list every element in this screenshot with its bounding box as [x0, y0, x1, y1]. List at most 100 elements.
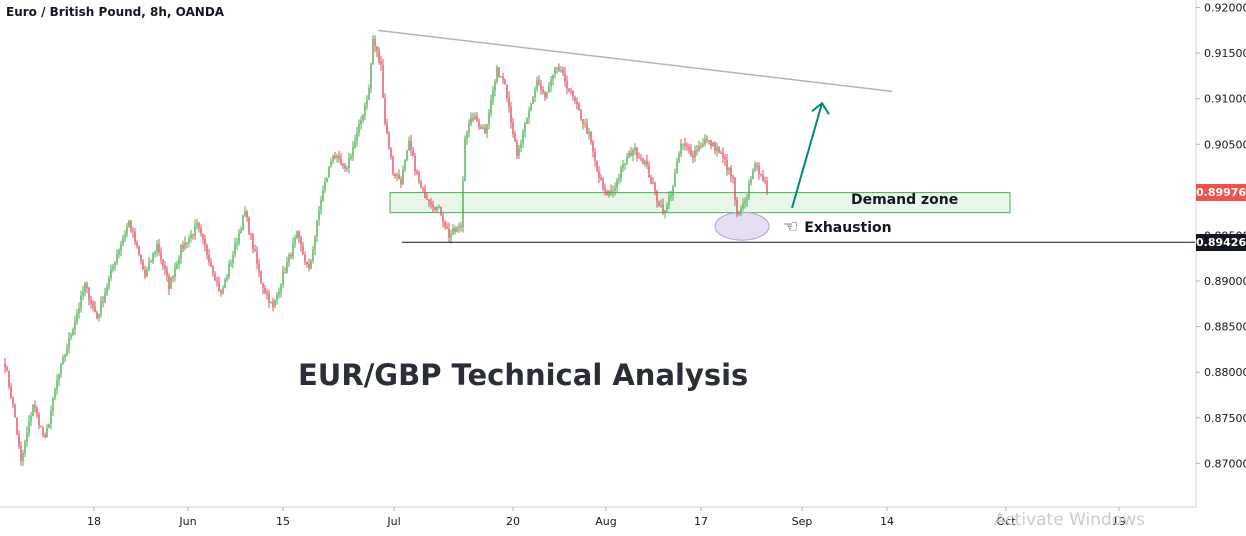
candle-body	[122, 238, 124, 245]
candle-body	[732, 176, 734, 179]
time-tick-label: 18	[87, 515, 101, 528]
candle-body	[716, 147, 718, 151]
candle-body	[536, 80, 538, 90]
candle-body	[280, 284, 282, 292]
candle-body	[108, 277, 110, 287]
candle-body	[198, 223, 200, 229]
candle-body	[742, 203, 744, 209]
candle-body	[242, 216, 244, 231]
candle-body	[338, 155, 340, 159]
candle-body	[222, 287, 224, 293]
candle-body	[378, 51, 380, 62]
price-tick-label: 0.92000	[1204, 2, 1246, 15]
candle-body	[336, 155, 338, 158]
candle-body	[10, 386, 12, 399]
candle-body	[82, 291, 84, 296]
candle-body	[468, 123, 470, 133]
candle-body	[602, 179, 604, 189]
candle-body	[624, 163, 626, 165]
candle-body	[184, 242, 186, 249]
candle-body	[102, 301, 104, 303]
candle-body	[642, 158, 644, 165]
candle-body	[376, 46, 378, 52]
candle-body	[330, 161, 332, 167]
candle-body	[360, 120, 362, 124]
candle-body	[232, 254, 234, 263]
candle-body	[160, 252, 162, 260]
candle-body	[150, 261, 152, 263]
candle-body	[208, 254, 210, 263]
candle-body	[94, 306, 96, 313]
candle-body	[576, 101, 578, 105]
exhaustion-label: Exhaustion	[804, 219, 892, 236]
candle-body	[28, 421, 30, 433]
candle-body	[14, 404, 16, 418]
candle-body	[750, 179, 752, 184]
candle-body	[660, 204, 662, 206]
candle-body	[578, 104, 580, 111]
candle-body	[90, 299, 92, 304]
candle-body	[394, 173, 396, 177]
candle-body	[464, 138, 466, 182]
candle-body	[190, 234, 192, 239]
candle-body	[556, 67, 558, 69]
candle-body	[154, 251, 156, 254]
candle-body	[696, 150, 698, 152]
candle-body	[246, 211, 248, 218]
candle-body	[754, 164, 756, 171]
time-tick-label: 17	[694, 515, 708, 528]
candle-body	[450, 234, 452, 238]
candle-body	[134, 232, 136, 243]
analysis-headline: EUR/GBP Technical Analysis	[298, 358, 749, 392]
candle-body	[352, 147, 354, 157]
candle-body	[530, 103, 532, 112]
candle-body	[684, 143, 686, 146]
candle-body	[766, 181, 768, 192]
candle-body	[12, 398, 14, 405]
candle-body	[568, 88, 570, 91]
candle-body	[606, 191, 608, 196]
candle-body	[702, 144, 704, 147]
candle-body	[56, 380, 58, 390]
candle-body	[552, 74, 554, 80]
time-tick-label: Jun	[178, 515, 196, 528]
candle-body	[674, 173, 676, 187]
price-tick-label: 0.87500	[1204, 412, 1246, 425]
candle-body	[492, 90, 494, 100]
candle-body	[302, 245, 304, 255]
candle-body	[300, 237, 302, 246]
candle-body	[296, 231, 298, 239]
price-tick-label: 0.89000	[1204, 275, 1246, 288]
candle-body	[446, 226, 448, 229]
candle-body	[274, 299, 276, 307]
symbol-title[interactable]: Euro / British Pound, 8h, OANDA	[6, 5, 225, 19]
candle-body	[628, 152, 630, 158]
candle-body	[78, 307, 80, 314]
price-tick-label: 0.87000	[1204, 457, 1246, 470]
candle-body	[174, 268, 176, 277]
candle-body	[478, 121, 480, 127]
candle-body	[596, 160, 598, 172]
candle-body	[472, 117, 474, 120]
candle-body	[648, 165, 650, 178]
candle-body	[40, 425, 42, 427]
time-tick-label: Sep	[792, 515, 813, 528]
candle-body	[404, 159, 406, 170]
candle-body	[422, 188, 424, 190]
candle-body	[544, 92, 546, 98]
candle-body	[388, 133, 390, 150]
candle-body	[490, 99, 492, 113]
candle-body	[500, 76, 502, 78]
candle-body	[528, 111, 530, 118]
candle-body	[482, 127, 484, 129]
candle-body	[276, 294, 278, 300]
candle-body	[764, 180, 766, 182]
candle-body	[176, 264, 178, 269]
candle-body	[120, 244, 122, 251]
time-tick-label: Oct	[996, 515, 1016, 528]
candle-body	[392, 157, 394, 174]
candle-body	[546, 92, 548, 98]
candle-body	[494, 81, 496, 91]
candle-body	[262, 282, 264, 288]
